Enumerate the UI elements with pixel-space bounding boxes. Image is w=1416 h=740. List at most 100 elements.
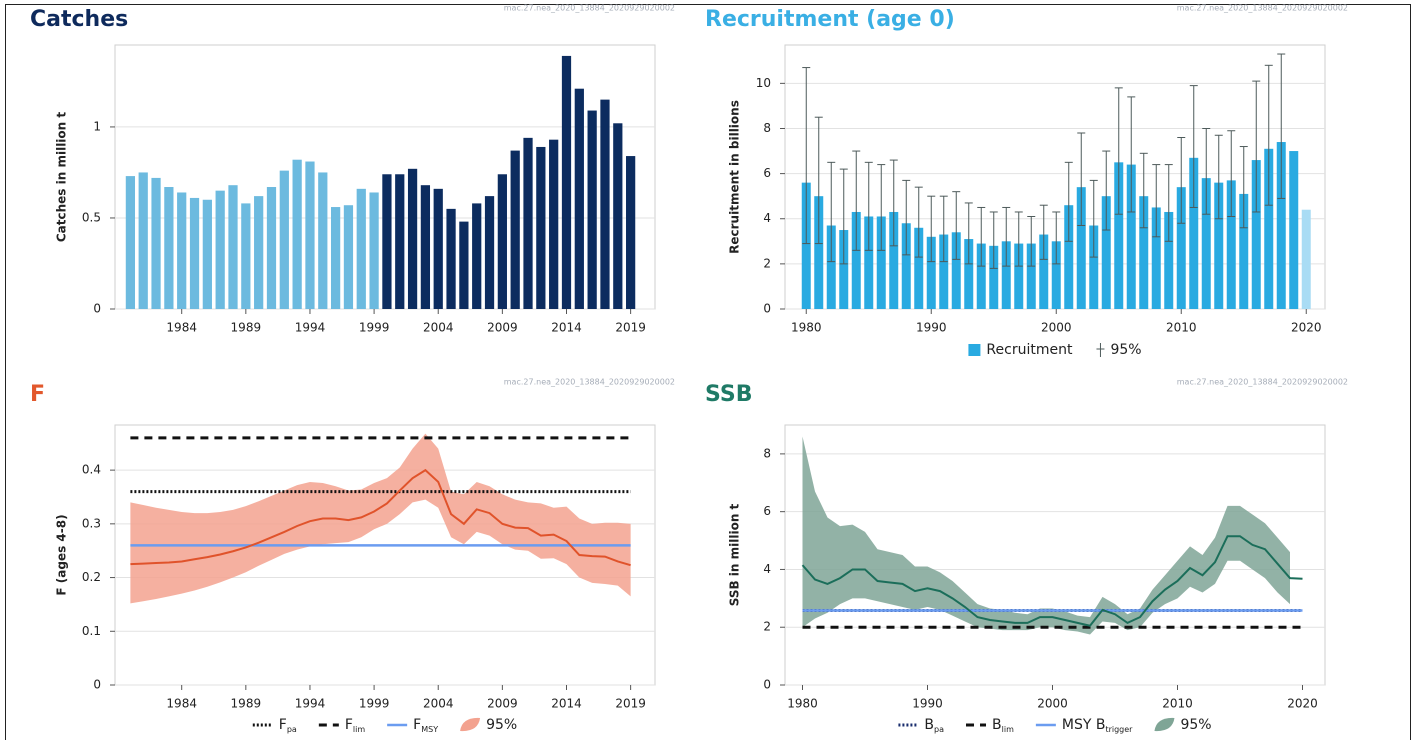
bar (1114, 162, 1124, 309)
legend-text: MSY B (1062, 717, 1106, 733)
bar (914, 227, 924, 309)
bar (369, 192, 379, 309)
legend-text: 95% (1110, 342, 1141, 358)
panel-title: Recruitment (age 0) (705, 7, 955, 32)
y-tick-label: 0 (93, 302, 101, 316)
y-tick-label: 1 (93, 119, 101, 133)
y-tick-label: 6 (763, 166, 771, 180)
y-tick-label: 6 (763, 504, 771, 518)
bar (343, 205, 354, 309)
y-tick-label: 0.2 (82, 570, 101, 584)
y-axis-label: Catches in million t (55, 112, 69, 243)
y-tick-label: 10 (756, 76, 771, 90)
bar (1239, 193, 1249, 309)
legend-label: Flim (345, 717, 366, 734)
bar (202, 199, 212, 309)
bar (951, 232, 961, 309)
bar (926, 236, 936, 309)
y-tick-label: 2 (763, 256, 771, 270)
bar (1026, 243, 1036, 309)
x-tick-label: 1999 (359, 697, 390, 711)
y-tick-label: 0 (763, 678, 771, 692)
y-axis-label: F (ages 4-8) (55, 514, 69, 595)
bar (1164, 211, 1174, 309)
bar (1189, 157, 1199, 309)
x-tick-label: 2000 (1041, 321, 1072, 335)
legend-swatch (968, 344, 981, 356)
x-tick-label: 1990 (912, 697, 943, 711)
bar (1014, 243, 1024, 309)
legend-text: B (992, 717, 1002, 733)
confidence-band (802, 436, 1290, 635)
bar (151, 177, 161, 309)
bar (125, 176, 136, 309)
legend: Fpa Flim FMSY 95% (252, 717, 517, 734)
bar (164, 187, 174, 309)
bar (279, 170, 289, 309)
x-tick-label: 2014 (551, 697, 582, 711)
bar (574, 88, 584, 309)
legend-label: Bpa (924, 717, 944, 734)
x-tick-label: 1984 (166, 697, 197, 711)
legend-label: Recruitment (986, 342, 1073, 358)
legend-swatch (460, 717, 481, 732)
bar (215, 190, 225, 309)
x-tick-label: 1989 (231, 697, 262, 711)
bar (331, 207, 341, 309)
legend-label: Fpa (279, 717, 297, 734)
bar (939, 234, 949, 309)
y-tick-label: 0 (93, 678, 101, 692)
confidence-band (130, 433, 631, 604)
bar (901, 223, 911, 309)
x-tick-label: 2009 (487, 697, 518, 711)
bar (839, 230, 849, 309)
panel-title: Catches (30, 7, 128, 32)
bar (497, 174, 507, 309)
bar (989, 245, 999, 309)
x-tick-label: 2004 (423, 697, 454, 711)
bar (228, 185, 238, 309)
x-tick-label: 2019 (615, 697, 646, 711)
bar (472, 203, 482, 309)
bar (600, 99, 610, 309)
watermark: mac.27.nea_2020_13884_2020929020002 (504, 4, 675, 13)
bar (1201, 178, 1211, 309)
y-tick-label: 2 (763, 620, 771, 634)
legend-text: 95% (486, 717, 517, 733)
legend-subscript: pa (934, 725, 944, 734)
legend: Recruitment 95% (968, 342, 1142, 358)
legend-subscript: lim (1002, 725, 1014, 734)
legend-subscript: MSY (421, 725, 438, 734)
bar (266, 187, 277, 309)
bar (254, 196, 264, 309)
legend-label: MSY Btrigger (1062, 717, 1133, 734)
x-tick-label: 2020 (1291, 321, 1322, 335)
y-tick-label: 0 (763, 302, 771, 316)
x-tick-label: 1989 (231, 321, 262, 335)
bar (626, 156, 636, 309)
bar (292, 159, 302, 309)
x-tick-label: 1990 (916, 321, 947, 335)
bar (420, 185, 431, 309)
x-tick-label: 1980 (791, 321, 822, 335)
bar (1076, 187, 1086, 309)
bar (613, 123, 623, 309)
bar (1214, 182, 1224, 309)
bar (976, 243, 986, 309)
x-tick-label: 2000 (1037, 697, 1068, 711)
bar (459, 221, 469, 309)
bar (356, 188, 366, 309)
bar (1176, 187, 1186, 309)
legend-label: 95% (1180, 717, 1211, 733)
legend-label: 95% (1110, 342, 1141, 358)
x-tick-label: 2010 (1166, 321, 1197, 335)
bar (964, 239, 974, 309)
legend-subscript: lim (353, 725, 365, 734)
legend-label: Blim (992, 717, 1014, 734)
bar (1089, 225, 1099, 309)
bar (433, 188, 443, 309)
y-tick-label: 4 (763, 562, 771, 576)
y-tick-label: 0.3 (82, 516, 101, 530)
line (130, 468, 631, 567)
